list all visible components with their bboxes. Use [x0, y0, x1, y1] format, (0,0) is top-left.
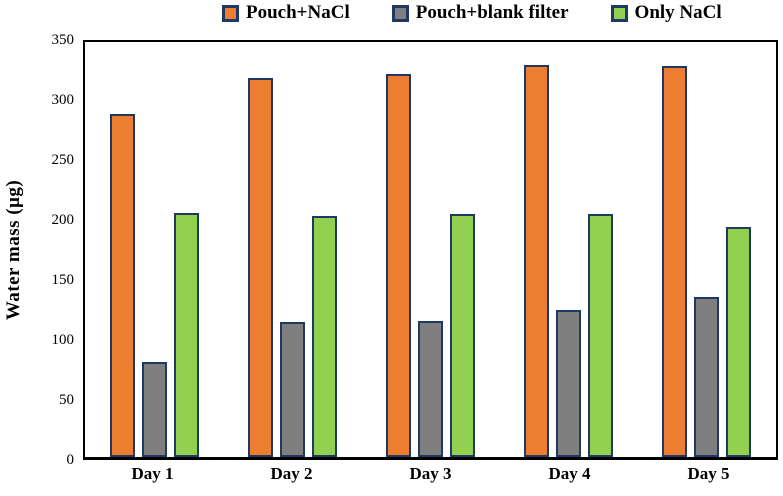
bar [247, 77, 273, 457]
plot-area [83, 40, 778, 460]
bar [385, 74, 411, 457]
x-tick-label: Day 5 [687, 464, 730, 483]
y-tick-label: 0 [66, 452, 75, 468]
x-tick-label: Day 1 [131, 464, 174, 483]
bar [417, 320, 443, 457]
bar [524, 64, 550, 457]
y-axis-tick-labels: 0 50 100 150 200 250 300 350 [26, 32, 75, 468]
legend-label: Only NaCl [634, 2, 722, 23]
y-tick-label: 350 [51, 32, 75, 48]
bar-group [524, 42, 614, 457]
bar [449, 213, 475, 457]
bar [694, 296, 720, 457]
y-tick-label: 150 [51, 272, 75, 288]
y-tick-label: 250 [51, 152, 75, 168]
bar [311, 216, 337, 457]
chart-legend: Pouch+NaCl Pouch+blank filter Only NaCl [222, 2, 722, 24]
y-tick-label: 300 [51, 92, 75, 108]
y-tick-label: 200 [51, 212, 75, 228]
bar [556, 309, 582, 457]
bar [588, 213, 614, 457]
x-tick-label: Day 2 [270, 464, 313, 483]
bar [662, 65, 688, 457]
x-tick-label: Day 3 [409, 464, 452, 483]
legend-swatch-icon [222, 4, 239, 22]
bar [109, 114, 135, 457]
x-axis-tick-labels: Day 1 Day 2 Day 3 Day 4 Day 5 [83, 464, 778, 484]
legend-item: Pouch+NaCl [222, 2, 350, 24]
bars-container [85, 42, 776, 457]
bar-group [662, 42, 752, 457]
y-tick-label: 50 [59, 392, 74, 408]
bar-group [385, 42, 475, 457]
bar [141, 362, 167, 457]
legend-swatch-icon [610, 4, 628, 22]
bar-group [109, 42, 199, 457]
bar [173, 212, 199, 457]
legend-item: Pouch+blank filter [391, 2, 569, 24]
bar [726, 226, 752, 457]
legend-label: Pouch+blank filter [415, 2, 569, 23]
y-tick-label: 100 [51, 332, 75, 348]
x-tick-label: Day 4 [548, 464, 591, 483]
legend-item: Only NaCl [610, 2, 722, 24]
bar-group [247, 42, 337, 457]
legend-label: Pouch+NaCl [246, 2, 350, 23]
bar [279, 321, 305, 457]
legend-swatch-icon [391, 4, 409, 22]
y-axis-title: Water mass (μg) [3, 179, 24, 321]
